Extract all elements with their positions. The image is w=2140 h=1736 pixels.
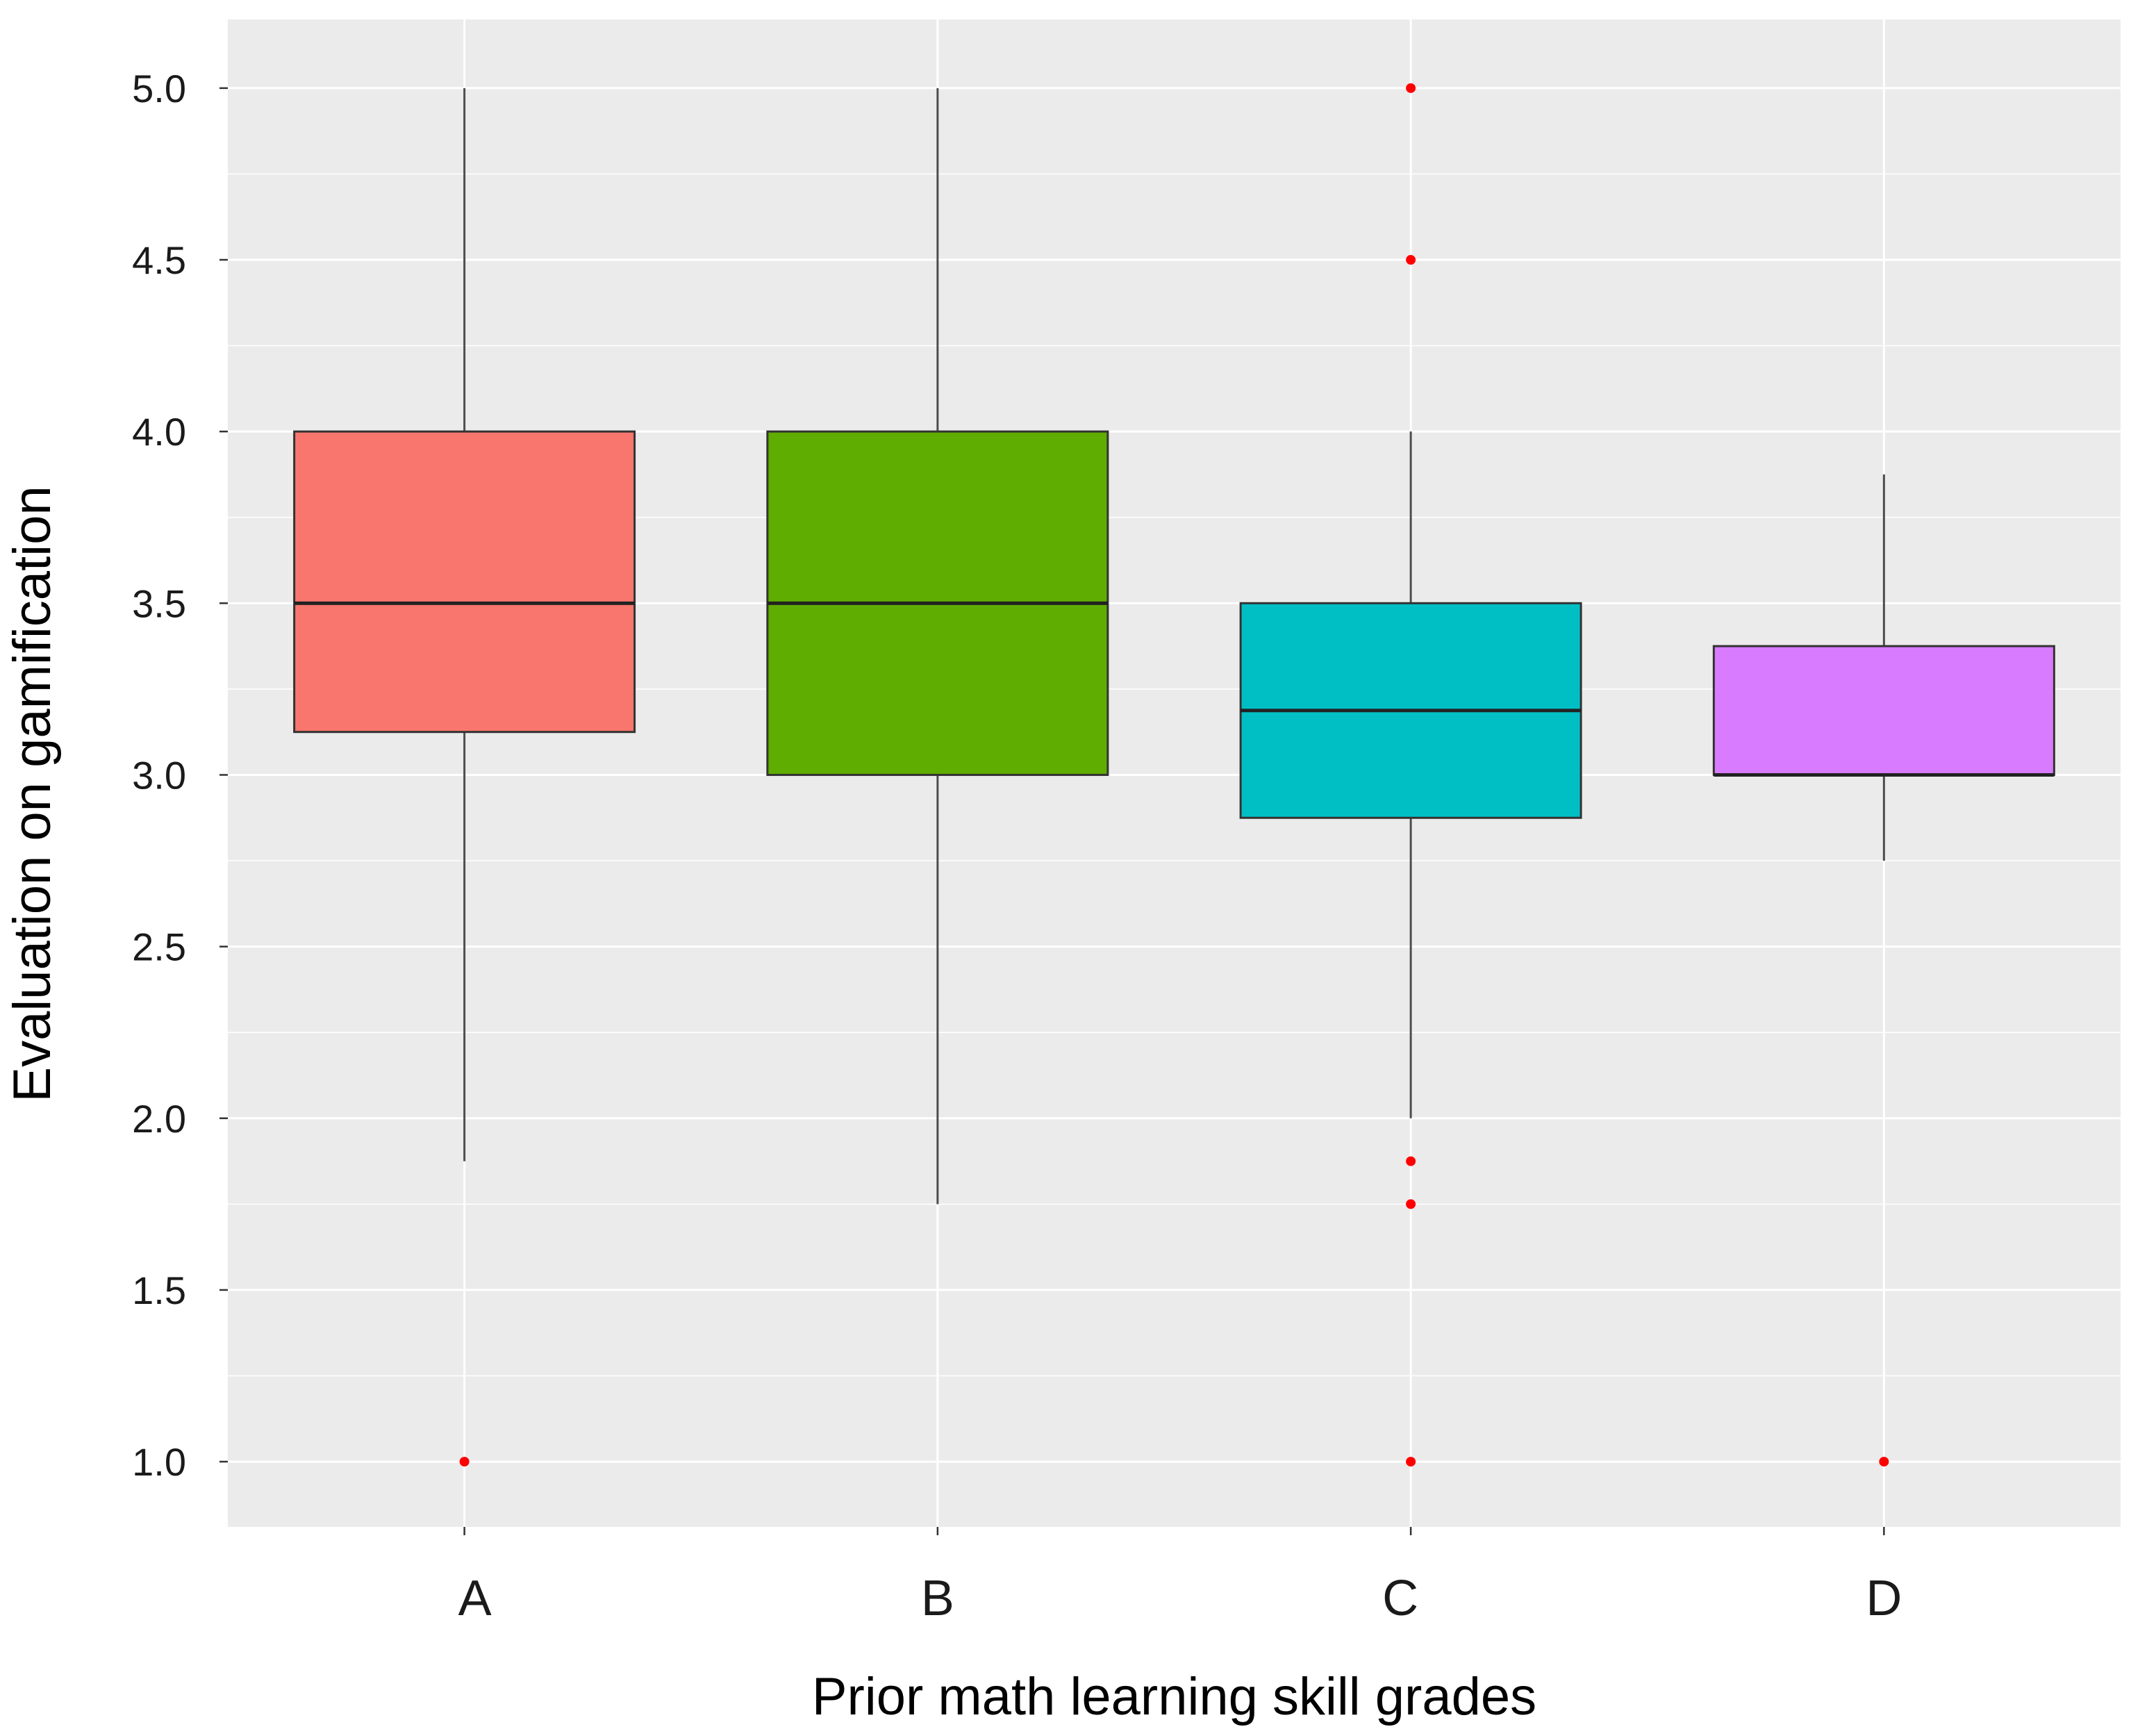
box-group-a: [293, 88, 636, 1467]
outlier-point: [1406, 83, 1416, 93]
x-tick-label: A: [458, 1571, 492, 1626]
y-tick-label: 3.5: [132, 581, 186, 625]
y-tick-label: 2.0: [132, 1097, 186, 1141]
y-tick-label: 1.5: [132, 1268, 186, 1312]
major-gridlines: [228, 19, 2121, 1527]
x-tick-label: C: [1382, 1571, 1418, 1626]
outlier-point: [1879, 1457, 1889, 1467]
y-tick-label: 1.0: [132, 1440, 186, 1484]
y-axis-title: Evaluation on gamification: [3, 486, 62, 1102]
y-tick-label: 5.0: [132, 67, 186, 110]
y-tick-label: 3.0: [132, 753, 186, 797]
x-tick-label: B: [921, 1571, 954, 1626]
y-tick-label: 4.0: [132, 410, 186, 454]
y-tick-label: 2.5: [132, 925, 186, 969]
box-iqr: [293, 430, 636, 734]
x-axis-title: Prior math learning skill grades: [812, 1667, 1536, 1726]
outlier-point: [1406, 1156, 1416, 1166]
outlier-point: [1406, 255, 1416, 265]
outlier-point: [459, 1457, 470, 1467]
minor-gridlines: [228, 173, 2121, 1377]
y-axis-ticks: 1.0 1.5 2.0 2.5 3.0 3.5 4.0 4.5 5.0: [132, 67, 228, 1484]
x-tick-label: D: [1866, 1571, 1902, 1626]
y-tick-label: 4.5: [132, 238, 186, 282]
box-iqr: [1712, 645, 2055, 776]
outlier-point: [1406, 1457, 1416, 1467]
x-axis-labels: A B C D: [458, 1527, 1902, 1626]
box-group-c: [1239, 83, 1582, 1467]
box-group-b: [766, 88, 1109, 1205]
outlier-point: [1406, 1199, 1416, 1209]
box-group-d: [1712, 474, 2055, 1467]
boxes: [293, 83, 2055, 1467]
